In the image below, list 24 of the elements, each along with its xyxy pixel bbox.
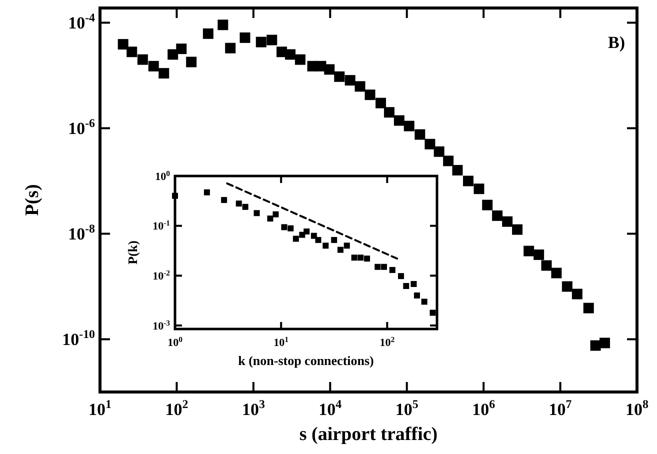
y-tick-label: 10$^{-3}$ xyxy=(152,318,170,332)
y-tick-label: 10$^{0}$ xyxy=(155,168,170,183)
x-tick-label: 10$^{8}$ xyxy=(626,397,649,419)
x-tick-label: 10$^{2}$ xyxy=(380,334,395,349)
x-tick-label: 10$^{3}$ xyxy=(242,397,265,419)
y-tick-label: 10$^{-2}$ xyxy=(152,268,170,283)
x-tick-label: 10$^{0}$ xyxy=(168,334,183,349)
annotation: B) xyxy=(608,33,625,52)
x-tick-label: 10$^{2}$ xyxy=(165,397,188,419)
x-tick-label: 10$^{1}$ xyxy=(88,397,112,419)
x-tick-label: 10$^{1}$ xyxy=(274,334,289,349)
y-tick-label: 10$^{-1}$ xyxy=(152,218,170,233)
x-tick-label: 10$^{6}$ xyxy=(472,397,496,419)
x-axis-title: s (airport traffic) xyxy=(299,424,438,445)
x-tick-label: 10$^{5}$ xyxy=(395,397,418,419)
y-tick-label: 10$^{-10}$ xyxy=(62,327,96,350)
y-tick-label: 10$^{-8}$ xyxy=(68,222,96,244)
x-tick-label: 10$^{7}$ xyxy=(548,397,572,419)
x-tick-label: 10$^{4}$ xyxy=(318,397,342,419)
y-tick-label: 10$^{-4}$ xyxy=(68,10,96,33)
y-tick-label: 10$^{-6}$ xyxy=(68,116,96,138)
x-axis-title: k (non-stop connections) xyxy=(238,353,374,368)
y-axis-title: P(k) xyxy=(125,240,140,264)
y-axis-title: P(s) xyxy=(22,184,43,216)
